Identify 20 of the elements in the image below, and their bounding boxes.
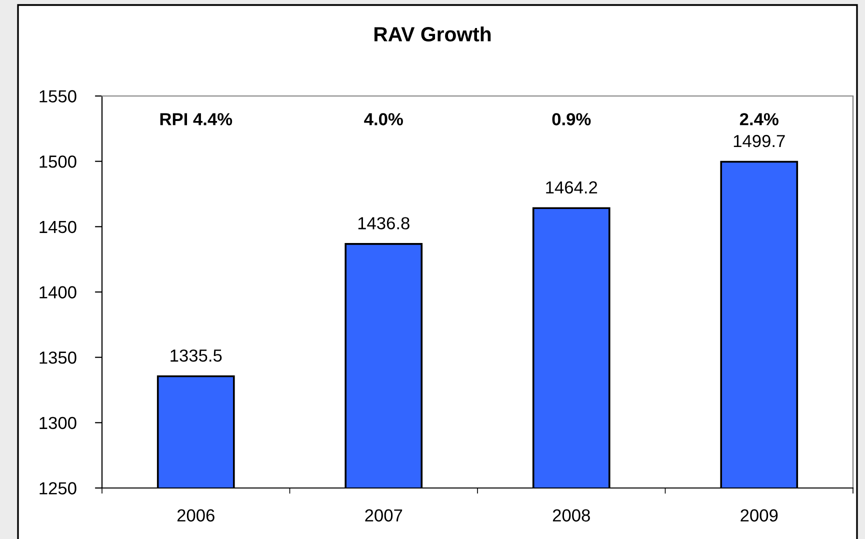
chart-title: RAV Growth xyxy=(374,26,491,42)
data-label: 1464.2 xyxy=(546,181,598,194)
y-tick-label: 1350 xyxy=(40,352,76,364)
y-tick-label: 1450 xyxy=(40,220,76,234)
annotation: 2.4% xyxy=(740,113,778,126)
y-tick-label: 1300 xyxy=(40,416,76,430)
annotation: RPI 4.4% xyxy=(160,113,232,126)
x-tick-label: 2009 xyxy=(740,509,778,522)
y-tick-label: 1400 xyxy=(40,286,76,298)
y-tick-label: 1500 xyxy=(40,156,76,168)
y-tick-label: 1550 xyxy=(40,90,76,102)
data-label: 1335.5 xyxy=(170,349,222,362)
x-tick-label: 2006 xyxy=(177,509,214,522)
annotation: 4.0% xyxy=(364,113,403,126)
y-tick-label: 1250 xyxy=(40,482,76,494)
data-label: 1499.7 xyxy=(734,134,785,148)
data-label: 1436.8 xyxy=(358,217,410,230)
x-tick-label: 2008 xyxy=(552,509,590,522)
annotation: 0.9% xyxy=(552,113,591,126)
x-tick-label: 2007 xyxy=(365,509,402,522)
